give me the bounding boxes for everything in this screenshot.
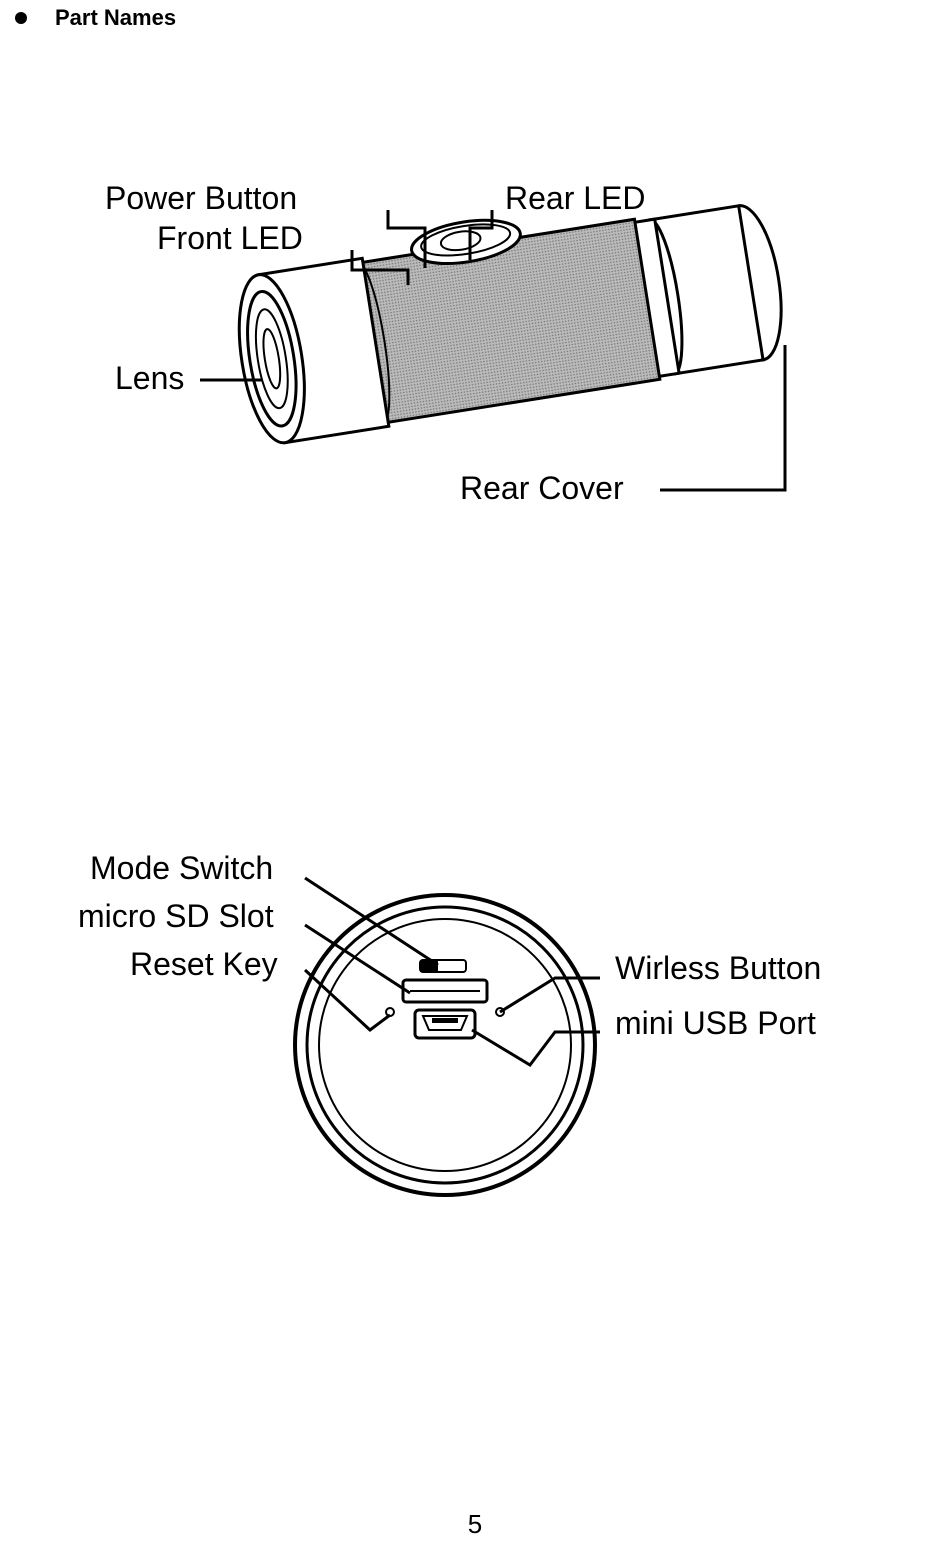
section-header: Part Names [15, 5, 176, 31]
label-mode-switch: Mode Switch [90, 850, 273, 887]
side-view-diagram: Power Button Front LED Rear LED Lens Rea… [0, 150, 950, 630]
label-rear-cover: Rear Cover [460, 470, 624, 507]
label-mini-usb-port: mini USB Port [615, 1005, 816, 1042]
label-rear-led: Rear LED [505, 180, 646, 217]
rear-view-diagram: Mode Switch micro SD Slot Reset Key Wirl… [0, 820, 950, 1240]
label-front-led: Front LED [157, 220, 303, 257]
label-lens: Lens [115, 360, 184, 397]
label-power-button: Power Button [105, 180, 297, 217]
section-title: Part Names [55, 5, 176, 31]
label-wireless-button: Wirless Button [615, 950, 821, 987]
page-number: 5 [0, 1509, 950, 1540]
label-micro-sd-slot: micro SD Slot [78, 898, 274, 935]
label-reset-key: Reset Key [130, 946, 278, 983]
bullet-icon [15, 12, 27, 24]
